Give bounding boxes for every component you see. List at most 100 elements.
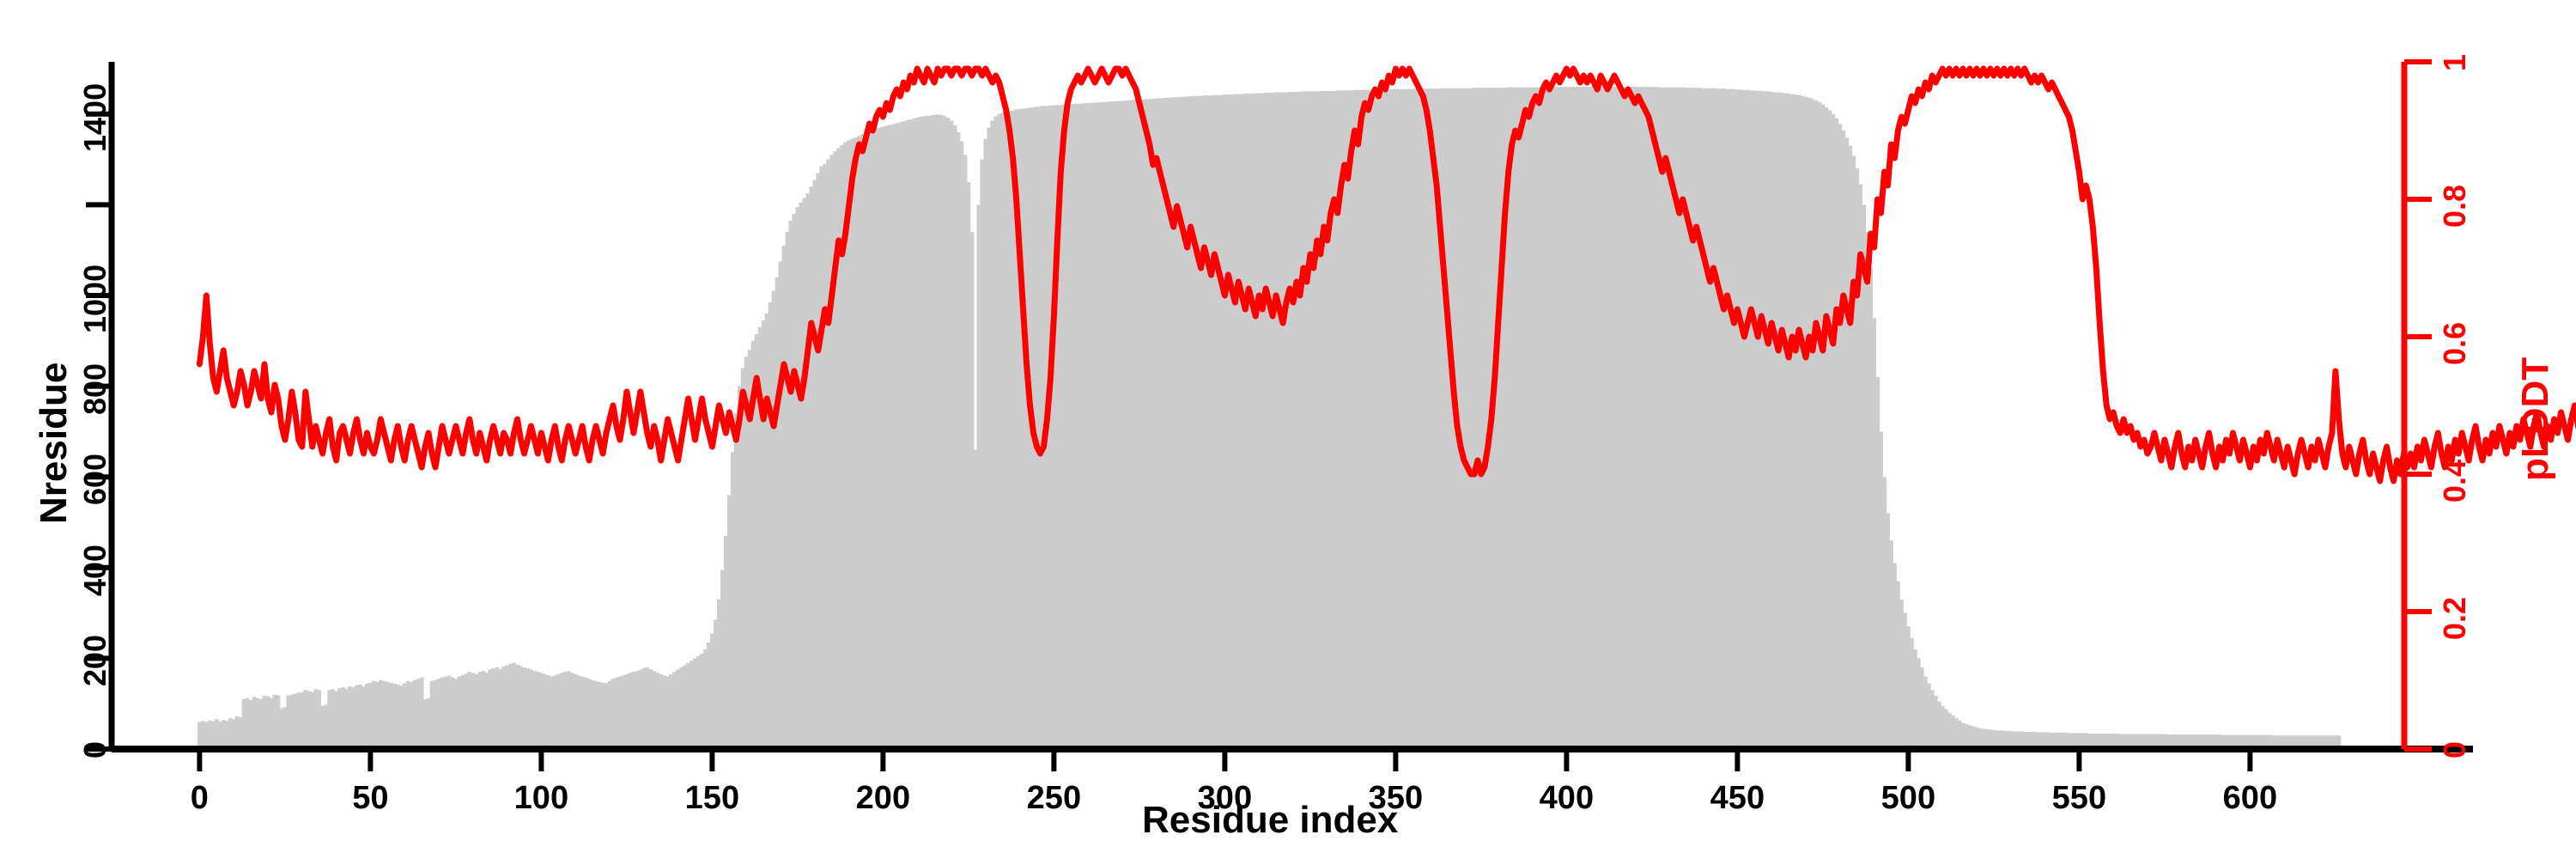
nresidue-bar	[1728, 88, 1733, 749]
nresidue-bar	[621, 675, 626, 749]
nresidue-bar	[1246, 94, 1251, 750]
nresidue-bar	[378, 679, 383, 749]
nresidue-bar	[1249, 94, 1255, 750]
nresidue-bar	[1475, 88, 1480, 750]
nresidue-bar	[785, 232, 790, 750]
nresidue-bar	[1007, 111, 1012, 750]
nresidue-bar	[289, 694, 295, 749]
nresidue-bar	[1537, 87, 1541, 749]
nresidue-bar	[1646, 87, 1651, 750]
nresidue-bar	[228, 718, 233, 749]
nresidue-bar	[1865, 232, 1870, 750]
nresidue-bar	[747, 350, 752, 749]
nresidue-bar	[665, 676, 671, 749]
nresidue-bar	[395, 685, 400, 749]
right-tick-label: 0.8	[2437, 184, 2472, 228]
nresidue-bar	[628, 673, 633, 749]
nresidue-bar	[477, 672, 483, 749]
nresidue-bar	[1711, 88, 1716, 749]
nresidue-bar	[1335, 90, 1340, 750]
nresidue-bar	[1530, 87, 1534, 749]
nresidue-bar	[245, 698, 250, 749]
nresidue-bar	[1199, 95, 1203, 750]
nresidue-bar	[214, 719, 219, 749]
nresidue-bar	[2268, 734, 2273, 749]
nresidue-bar	[593, 680, 598, 749]
nresidue-bar	[1677, 87, 1682, 749]
nresidue-bar	[221, 720, 226, 749]
nresidue-bar	[2271, 735, 2276, 749]
nresidue-bar	[1434, 88, 1439, 750]
nresidue-bar	[707, 642, 711, 749]
nresidue-bar	[1458, 88, 1463, 749]
nresidue-bar	[641, 668, 647, 749]
nresidue-bar	[1390, 88, 1394, 749]
nresidue-bar	[569, 673, 574, 749]
nresidue-bar	[1078, 103, 1084, 749]
nresidue-bar	[1649, 87, 1655, 750]
nresidue-bar	[1752, 90, 1757, 750]
right-tick-label: 0	[2437, 740, 2472, 758]
nresidue-bar	[2039, 732, 2044, 749]
nresidue-bar	[2245, 734, 2249, 749]
nresidue-bar	[775, 277, 780, 749]
nresidue-bar	[669, 673, 674, 749]
nresidue-bar	[1899, 599, 1904, 749]
nresidue-bar	[491, 668, 496, 749]
nresidue-bar	[659, 673, 664, 749]
nresidue-bar	[1092, 102, 1097, 750]
nresidue-bar	[939, 114, 944, 750]
nresidue-bar	[1359, 89, 1364, 749]
nresidue-bar	[2032, 731, 2038, 749]
nresidue-bar	[1424, 88, 1429, 750]
nresidue-bar	[1694, 88, 1699, 750]
bottom-tick-label: 450	[1710, 780, 1765, 816]
nresidue-bar	[276, 695, 281, 749]
plddt-line	[196, 65, 2576, 484]
nresidue-bar	[1099, 102, 1104, 749]
nresidue-bar	[600, 682, 605, 749]
nresidue-bar	[1178, 96, 1183, 750]
nresidue-bar	[436, 679, 441, 749]
nresidue-bar	[1339, 90, 1344, 750]
nresidue-bar	[283, 707, 288, 749]
nresidue-bar	[2022, 731, 2027, 749]
nresidue-bar	[1058, 105, 1063, 750]
nresidue-bar	[2295, 735, 2300, 749]
nresidue-bar	[545, 674, 550, 749]
nresidue-bar	[2114, 734, 2119, 749]
nresidue-bar	[1574, 87, 1579, 750]
nresidue-bar	[1096, 102, 1101, 749]
nresidue-bar	[2019, 731, 2024, 749]
nresidue-bar	[1363, 89, 1367, 749]
nresidue-bar	[586, 679, 592, 749]
nresidue-bar	[2309, 735, 2314, 749]
bottom-tick-label: 250	[1026, 780, 1082, 816]
nresidue-bar	[1225, 94, 1230, 750]
nresidue-bar	[1168, 97, 1173, 750]
nresidue-bar	[884, 125, 889, 749]
nresidue-bar	[1725, 88, 1729, 749]
nresidue-bar	[826, 159, 831, 750]
nresidue-bar	[1639, 87, 1644, 750]
nresidue-bar	[908, 119, 913, 749]
nresidue-bar	[2241, 734, 2245, 749]
nresidue-bar	[519, 666, 523, 749]
nresidue-bar	[932, 114, 937, 750]
nresidue-bar	[1485, 88, 1491, 750]
nresidue-bar	[474, 673, 479, 749]
nresidue-bar	[966, 182, 971, 749]
nresidue-bar	[2302, 735, 2307, 749]
nresidue-bar	[980, 159, 985, 750]
nresidue-bar	[508, 663, 513, 749]
nresidue-bar	[829, 155, 835, 749]
nresidue-bar	[1332, 90, 1337, 750]
nresidue-bar	[1506, 87, 1511, 749]
nresidue-bar	[1551, 87, 1555, 750]
nresidue-bar	[925, 115, 930, 749]
nresidue-bar	[422, 698, 428, 749]
nresidue-bar	[1223, 94, 1227, 750]
nresidue-bar	[1212, 94, 1217, 750]
nresidue-bar	[1615, 87, 1620, 750]
